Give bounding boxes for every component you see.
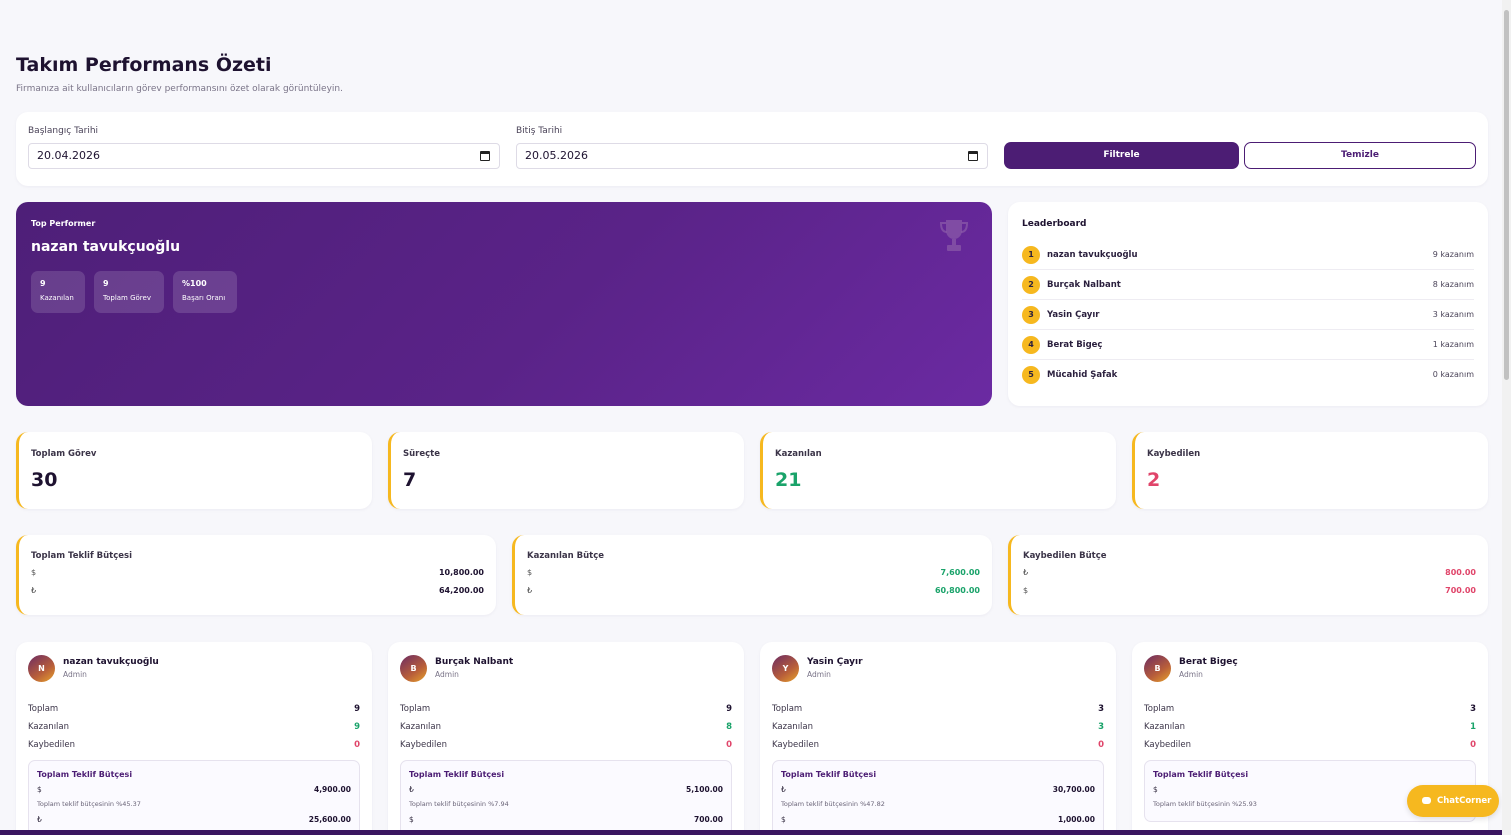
clear-button[interactable]: Temizle: [1244, 142, 1476, 169]
budget-share-note: Toplam teklif bütçesinin %47.82: [781, 800, 885, 808]
member-total-row: Toplam 9: [400, 704, 732, 714]
budget-share-note: Toplam teklif bütçesinin %25.93: [1153, 800, 1257, 808]
top-performer-stat: 9 Toplam Görev: [94, 271, 164, 313]
rank-badge: 3: [1022, 306, 1040, 324]
leaderboard-row: 3 Yasin Çayır 3 kazanım: [1022, 300, 1474, 330]
stat-card-total: Toplam Görev 30: [16, 432, 372, 509]
end-date-label: Bitiş Tarihi: [516, 126, 563, 136]
leaderboard-name: Yasin Çayır: [1047, 310, 1100, 320]
leaderboard-name: nazan tavukçuoğlu: [1047, 250, 1138, 260]
member-total-row: Toplam 9: [28, 704, 360, 714]
chat-button[interactable]: ChatCorner: [1407, 785, 1499, 817]
member-lost-row: Kaybedilen 0: [400, 740, 732, 750]
avatar: B: [1144, 655, 1171, 682]
start-date-label: Başlangıç Tarihi: [28, 126, 99, 136]
end-date-input[interactable]: 20.05.2026: [516, 143, 988, 169]
member-role: Admin: [435, 670, 459, 679]
leaderboard-name: Berat Bigeç: [1047, 340, 1103, 350]
avatar: B: [400, 655, 427, 682]
calendar-icon[interactable]: [480, 151, 490, 161]
top-performer-name: nazan tavukçuoğlu: [31, 239, 181, 255]
chat-bubble-icon: [1422, 797, 1431, 804]
member-role: Admin: [1179, 670, 1203, 679]
budget-card-total: Toplam Teklif Bütçesi $10,800.00 ₺ 64,200…: [16, 535, 496, 615]
leaderboard-value: 3 kazanım: [1432, 310, 1474, 319]
member-budget-card: Toplam Teklif Bütçesi ₺ 5,100.00 Toplam t…: [400, 760, 732, 835]
filter-button[interactable]: Filtrele: [1004, 142, 1239, 169]
member-budget-card: Toplam Teklif Bütçesi $4,900.00 Toplam t…: [28, 760, 360, 835]
page-title: Takım Performans Özeti: [16, 54, 272, 76]
leaderboard-value: 1 kazanım: [1432, 340, 1474, 349]
rank-badge: 1: [1022, 246, 1040, 264]
member-won-row: Kazanılan 8: [400, 722, 732, 732]
leaderboard-row: 1 nazan tavukçuoğlu 9 kazanım: [1022, 240, 1474, 270]
budget-row: ₺ 64,200.00: [31, 586, 484, 595]
trophy-icon: [939, 220, 969, 251]
member-name: Burçak Nalbant: [435, 657, 514, 667]
member-name: Berat Bigeç: [1179, 657, 1238, 667]
leaderboard-title: Leaderboard: [1022, 219, 1087, 229]
member-won-row: Kazanılan 9: [28, 722, 360, 732]
budget-row: $7,600.00: [527, 568, 980, 577]
leaderboard-row: 4 Berat Bigeç 1 kazanım: [1022, 330, 1474, 360]
member-budget-card: Toplam Teklif Bütçesi ₺ 30,700.00 Toplam …: [772, 760, 1104, 835]
member-won-row: Kazanılan 3: [772, 722, 1104, 732]
top-performer-stat: 9 Kazanılan: [31, 271, 85, 313]
budget-card-lost: Kaybedilen Bütçe ₺ 800.00 $700.00: [1008, 535, 1488, 615]
calendar-icon[interactable]: [968, 151, 978, 161]
leaderboard-row: 2 Burçak Nalbant 8 kazanım: [1022, 270, 1474, 300]
budget-share-note: Toplam teklif bütçesinin %45.37: [37, 800, 141, 808]
leaderboard-value: 0 kazanım: [1432, 370, 1474, 379]
stat-card-lost: Kaybedilen 2: [1132, 432, 1488, 509]
stat-card-in-progress: Süreçte 7: [388, 432, 744, 509]
start-date-value: 20.04.2026: [37, 149, 100, 162]
top-performer-card: Top Performer nazan tavukçuoğlu 9 Kazanı…: [16, 202, 992, 406]
member-lost-row: Kaybedilen 0: [1144, 740, 1476, 750]
page-subtitle: Firmanıza ait kullanıcıların görev perfo…: [16, 84, 343, 94]
leaderboard-value: 8 kazanım: [1432, 280, 1474, 289]
budget-card-won: Kazanılan Bütçe $7,600.00 ₺ 60,800.00: [512, 535, 992, 615]
top-performer-label: Top Performer: [31, 219, 96, 228]
end-date-value: 20.05.2026: [525, 149, 588, 162]
avatar: N: [28, 655, 55, 682]
avatar: Y: [772, 655, 799, 682]
budget-row: ₺ 800.00: [1023, 568, 1476, 577]
page: Takım Performans Özeti Firmanıza ait kul…: [16, 0, 1488, 835]
budget-row: ₺ 60,800.00: [527, 586, 980, 595]
member-role: Admin: [63, 670, 87, 679]
member-card: Y Yasin Çayır Admin Toplam 3 Kazanılan 3 K…: [760, 642, 1116, 835]
scrollbar-thumb[interactable]: [1504, 10, 1509, 380]
leaderboard-value: 9 kazanım: [1432, 250, 1474, 259]
member-name: Yasin Çayır: [807, 657, 863, 667]
stat-card-won: Kazanılan 21: [760, 432, 1116, 509]
leaderboard-name: Mücahid Şafak: [1047, 370, 1118, 380]
budget-row: $10,800.00: [31, 568, 484, 577]
member-total-row: Toplam 3: [772, 704, 1104, 714]
leaderboard-row: 5 Mücahid Şafak 0 kazanım: [1022, 360, 1474, 390]
budget-row: $700.00: [1023, 586, 1476, 595]
leaderboard-card: Leaderboard 1 nazan tavukçuoğlu 9 kazanı…: [1008, 202, 1488, 406]
member-won-row: Kazanılan 1: [1144, 722, 1476, 732]
start-date-input[interactable]: 20.04.2026: [28, 143, 500, 169]
member-lost-row: Kaybedilen 0: [28, 740, 360, 750]
rank-badge: 5: [1022, 366, 1040, 384]
budget-share-note: Toplam teklif bütçesinin %7.94: [409, 800, 509, 808]
member-name: nazan tavukçuoğlu: [63, 657, 159, 667]
chat-label: ChatCorner: [1437, 796, 1492, 806]
member-total-row: Toplam 3: [1144, 704, 1476, 714]
rank-badge: 2: [1022, 276, 1040, 294]
rank-badge: 4: [1022, 336, 1040, 354]
member-lost-row: Kaybedilen 0: [772, 740, 1104, 750]
member-card: N nazan tavukçuoğlu Admin Toplam 9 Kazanı…: [16, 642, 372, 835]
bottom-bar: [0, 830, 1502, 835]
leaderboard-name: Burçak Nalbant: [1047, 280, 1121, 290]
member-role: Admin: [807, 670, 831, 679]
member-card: B Berat Bigeç Admin Toplam 3 Kazanılan 1 K…: [1132, 642, 1488, 835]
member-card: B Burçak Nalbant Admin Toplam 9 Kazanılan…: [388, 642, 744, 835]
top-performer-stat: %100 Başarı Oranı: [173, 271, 237, 313]
scrollbar-track[interactable]: [1502, 0, 1511, 835]
